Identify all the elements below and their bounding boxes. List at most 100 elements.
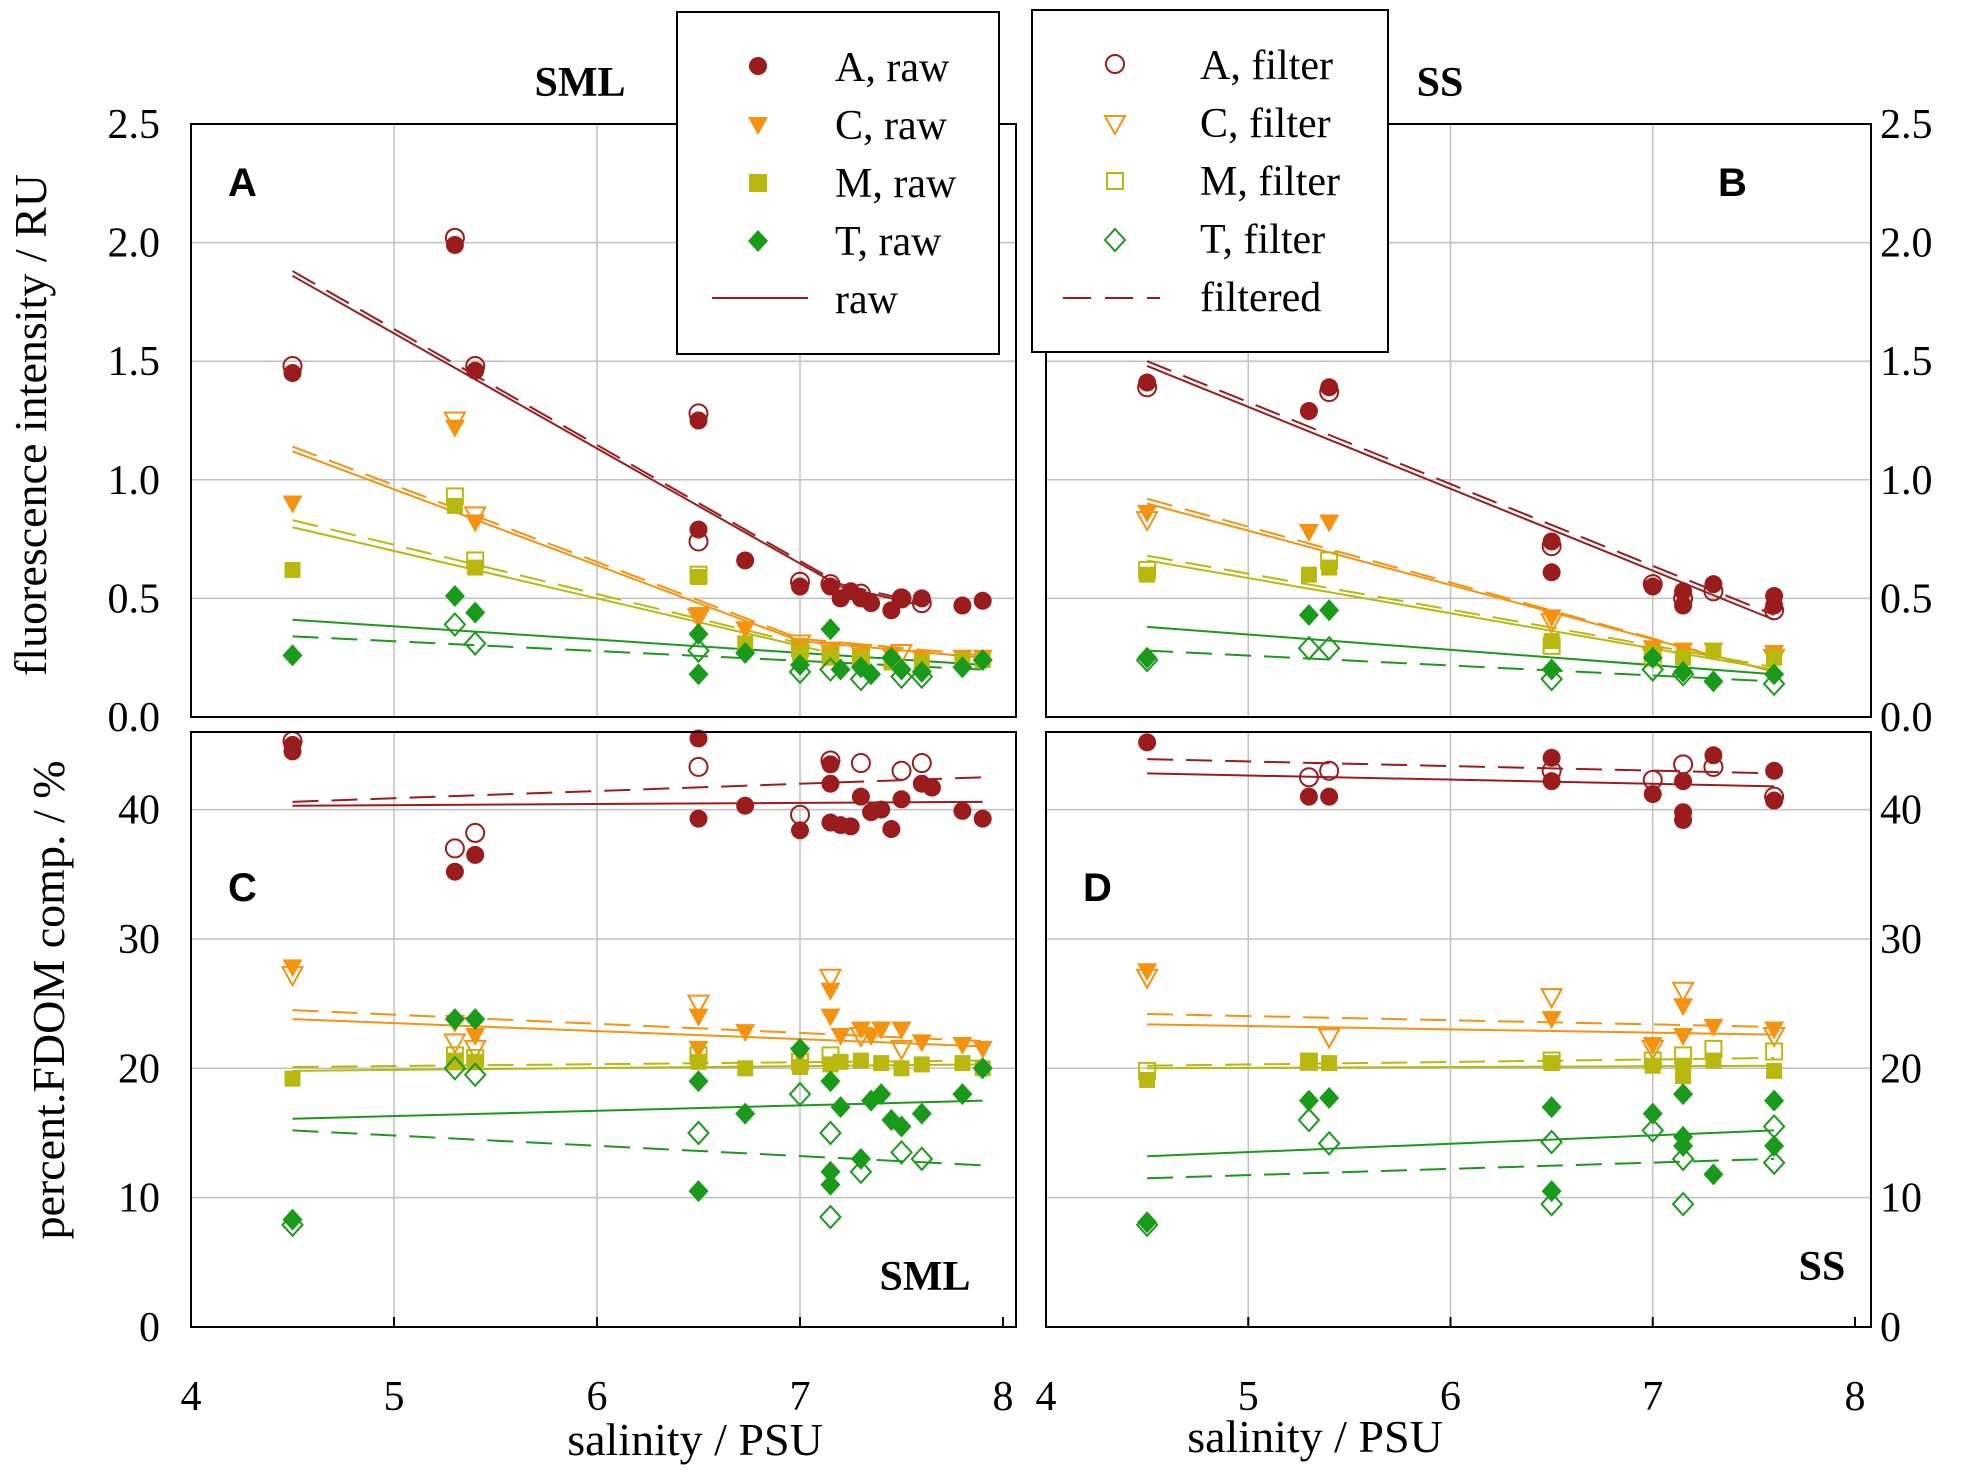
point-a-raw-a — [445, 235, 464, 254]
fit-line-m-solid-b — [1146, 559, 1775, 671]
point-m-filter-c — [445, 1046, 464, 1065]
point-m-filter-a — [445, 487, 464, 506]
point-t-raw-c — [820, 1070, 841, 1093]
y-tick-label-top-right: 0.5 — [1880, 576, 1933, 622]
point-m-raw-a — [446, 497, 463, 514]
point-m-raw-d — [1139, 1071, 1156, 1088]
point-m-filter-b — [1320, 551, 1339, 570]
point-c-raw-c — [820, 982, 841, 1001]
fit-line-a-dashed-b — [1146, 360, 1775, 616]
point-t-filter-d — [1135, 1212, 1159, 1238]
point-t-filter-a — [463, 630, 487, 656]
point-c-filter-a — [463, 506, 487, 528]
point-t-raw-c — [790, 1037, 810, 1060]
legend-marker-t-filter — [1103, 227, 1127, 253]
point-a-filter-a — [444, 227, 465, 248]
point-t-raw-d — [1541, 1096, 1562, 1119]
panel-frames — [190, 123, 1872, 1328]
point-m-filter-d — [1765, 1042, 1784, 1061]
x-axis-title-right: salinity / PSU — [1187, 1411, 1443, 1462]
fit-line-m-dashed-d — [1147, 1056, 1775, 1067]
point-c-raw-d — [1137, 963, 1158, 982]
point-m-raw-c — [737, 1060, 754, 1077]
point-a-raw-d — [1542, 772, 1561, 791]
point-a-filter-c — [688, 756, 709, 777]
x-tick-label-right: 4 — [1036, 1374, 1057, 1420]
y-tick-label-bottom-left: 40 — [118, 788, 160, 834]
point-t-filter-a — [849, 666, 873, 692]
point-t-raw-d — [1673, 1134, 1694, 1157]
point-t-raw-c — [850, 1147, 871, 1170]
point-t-raw-d — [1642, 1102, 1663, 1125]
point-c-filter-d — [1671, 981, 1695, 1003]
point-c-filter-c — [686, 994, 711, 1016]
y-tick-label-top-right: 1.0 — [1880, 458, 1933, 504]
point-a-filter-a — [790, 571, 810, 592]
point-t-raw-d — [1319, 1087, 1340, 1110]
point-m-raw-c — [467, 1053, 484, 1070]
point-a-raw-a — [912, 589, 931, 608]
point-a-raw-c — [841, 817, 860, 836]
point-a-raw-d — [1765, 761, 1784, 780]
point-a-raw-c — [882, 820, 901, 839]
y-tick-label-bottom-left: 0 — [139, 1305, 160, 1351]
point-c-raw-d — [1541, 1011, 1562, 1030]
point-a-raw-c — [892, 790, 911, 809]
point-c-filter-d — [1641, 1039, 1665, 1061]
fit-line-t-dashed-b — [1147, 649, 1775, 683]
point-t-filter-b — [1671, 661, 1695, 687]
point-c-filter-a — [443, 411, 467, 433]
point-c-filter-c — [818, 968, 843, 990]
point-c-filter-d — [1317, 1028, 1341, 1050]
point-a-filter-d — [1298, 767, 1319, 788]
point-a-raw-d — [1138, 733, 1157, 752]
legend-label-m-filter: M, filter — [1200, 159, 1340, 205]
y-tick-label-bottom-left: 30 — [118, 917, 160, 963]
panel-label-d: D — [1083, 866, 1112, 910]
y-tick-label-bottom-left: 10 — [118, 1176, 160, 1222]
point-m-filter-a — [466, 551, 485, 570]
point-a-raw-d — [1299, 787, 1318, 806]
point-t-raw-a — [790, 653, 810, 676]
point-a-raw-d — [1674, 810, 1693, 829]
fit-line-m-solid-a — [292, 526, 821, 652]
point-m-filter-a — [821, 646, 840, 665]
point-c-raw-a — [688, 607, 709, 626]
legend-marker-m-raw — [749, 174, 767, 192]
point-t-filter-b — [1135, 647, 1159, 673]
point-a-raw-b — [1704, 575, 1723, 594]
x-tick-label-left: 5 — [384, 1374, 405, 1420]
point-a-filter-a — [282, 355, 303, 376]
point-t-filter-d — [1671, 1146, 1695, 1172]
point-a-raw-c — [821, 774, 840, 793]
legend-label-m-raw: M, raw — [835, 161, 957, 207]
point-t-filter-b — [1641, 657, 1665, 683]
point-t-filter-b — [1297, 635, 1321, 661]
point-a-raw-c — [953, 801, 972, 820]
x-tick-label-right: 6 — [1440, 1374, 1461, 1420]
point-c-filter-d — [1762, 1026, 1786, 1049]
point-t-raw-a — [911, 660, 932, 683]
y-tick-label-top-right: 2.0 — [1880, 221, 1933, 267]
point-a-filter-c — [790, 804, 810, 825]
point-a-filter-d — [1673, 754, 1694, 775]
point-c-raw-a — [735, 621, 756, 640]
point-c-raw-c — [850, 1021, 871, 1040]
fit-line-c-solid-d — [1147, 1023, 1775, 1036]
y-tick-label-top-left: 1.5 — [108, 339, 161, 385]
point-m-raw-b — [1300, 566, 1317, 583]
point-t-filter-a — [687, 638, 710, 664]
y-tick-label-top-left: 0.5 — [108, 576, 161, 622]
point-c-filter-c — [889, 1039, 914, 1061]
fit-line-t-solid-d — [1147, 1129, 1775, 1158]
point-c-raw-c — [820, 1008, 841, 1027]
point-a-filter-b — [1703, 581, 1724, 602]
point-a-raw-d — [1765, 791, 1784, 810]
point-a-raw-a — [973, 591, 992, 610]
point-a-filter-b — [1319, 382, 1340, 403]
point-c-raw-c — [972, 1040, 993, 1059]
point-m-raw-b — [1705, 642, 1722, 659]
point-t-raw-a — [465, 601, 486, 624]
y-tick-label-top-right: 2.5 — [1880, 102, 1933, 148]
panel-label-c: C — [228, 866, 257, 910]
